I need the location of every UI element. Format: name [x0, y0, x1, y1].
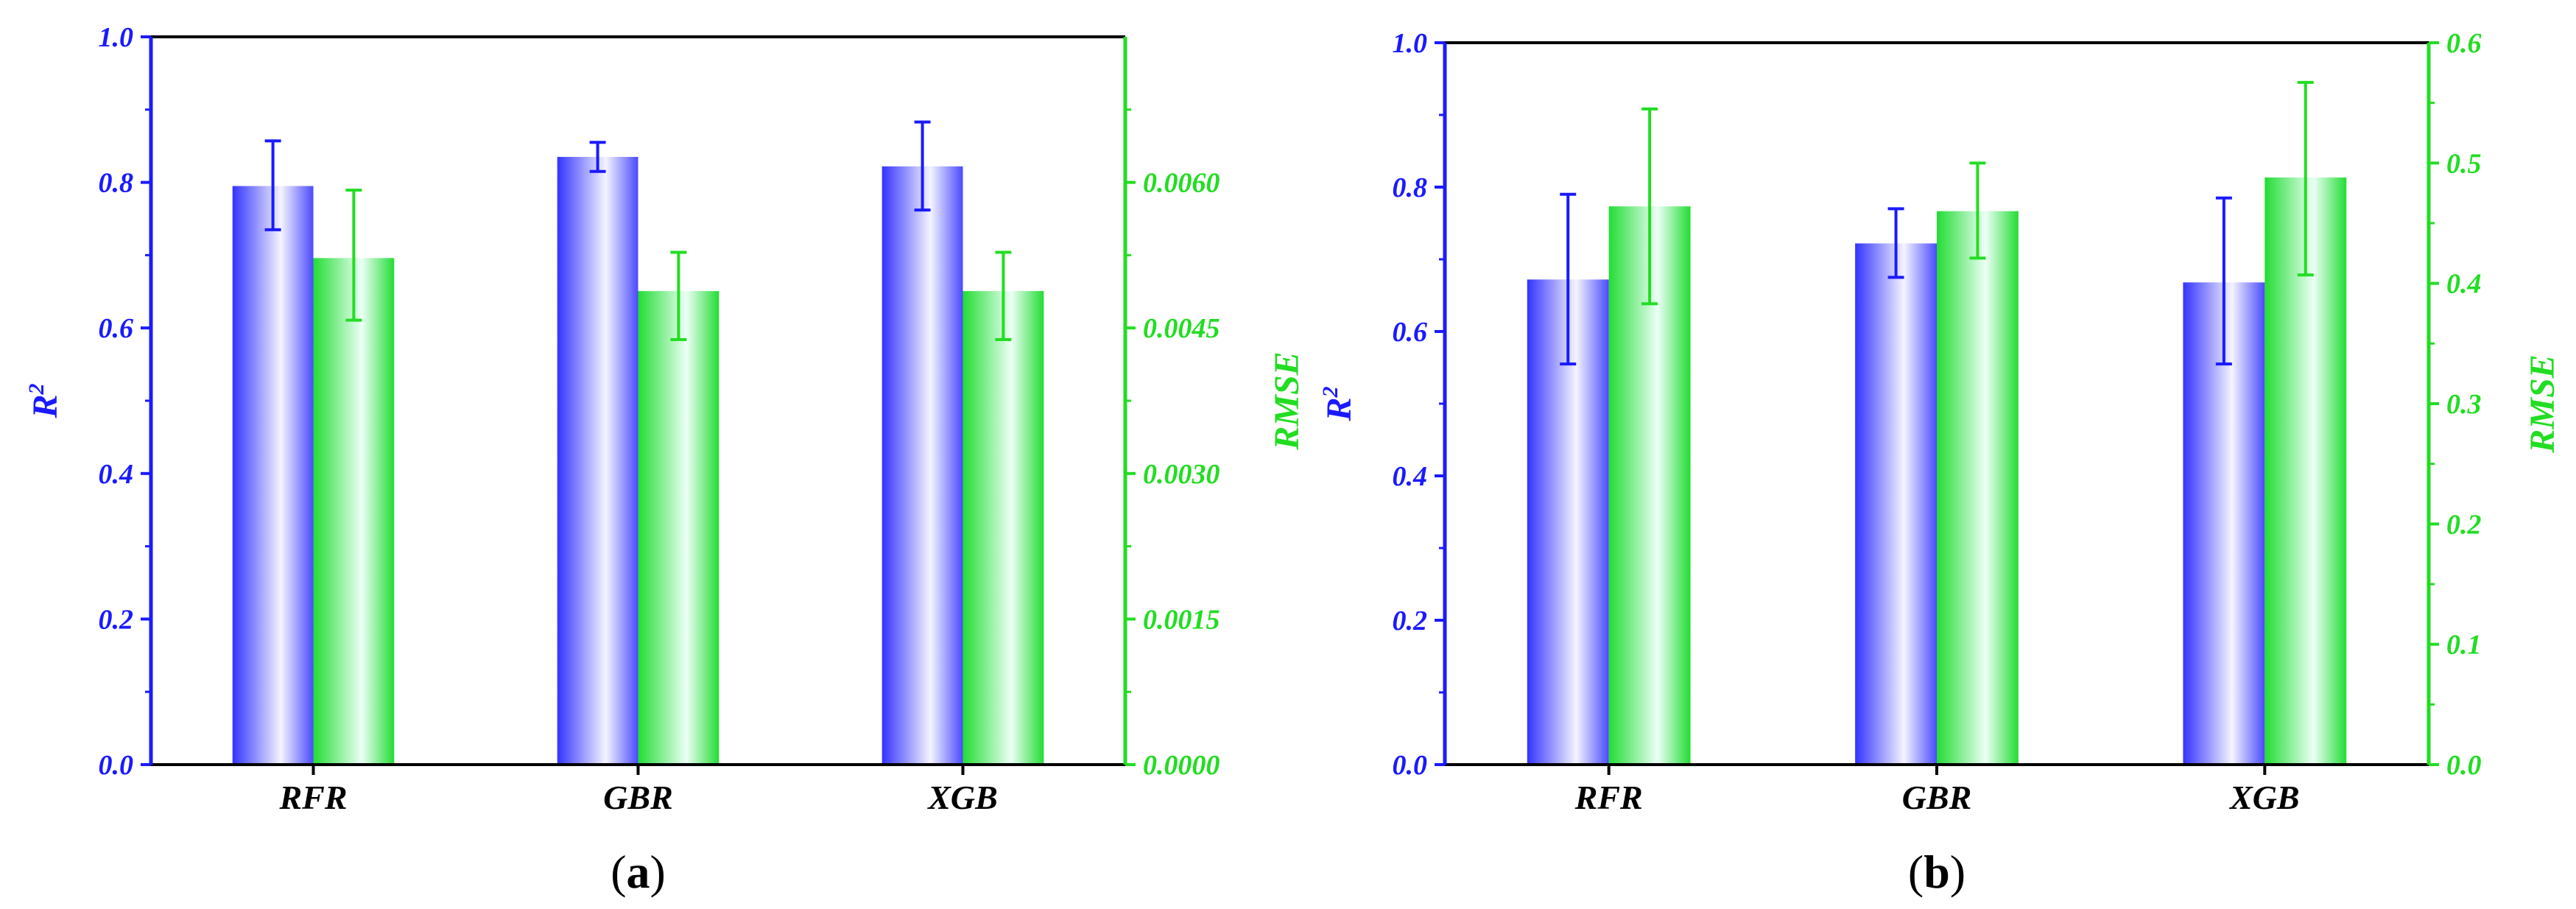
x-tick-label: RFR	[1574, 779, 1643, 816]
x-tick-label: XGB	[926, 779, 998, 816]
rmse-bar-gbr	[1937, 211, 2019, 765]
x-tick-label: GBR	[603, 779, 673, 816]
panel-label-prefix: (	[610, 846, 626, 898]
panel-label-suffix: )	[1950, 846, 1966, 898]
left-axis-tick-label: 0.8	[1393, 172, 1428, 203]
right-axis-tick-label: 0.3	[2446, 389, 2482, 420]
left-axis-label: R2	[1318, 386, 1359, 421]
left-axis-tick-label: 0.6	[99, 313, 134, 344]
right-axis-tick-label: 0.4	[2446, 269, 2482, 300]
left-axis-tick-label: 0.0	[1393, 750, 1428, 781]
panel-label-letter: a	[627, 846, 650, 898]
left-axis-label-superscript: 2	[24, 383, 49, 395]
left-axis-tick-label: 0.2	[99, 604, 134, 635]
left-axis-tick-label: 0.2	[1393, 606, 1428, 636]
left-axis-label: R2	[24, 383, 65, 418]
left-axis-tick-label: 0.6	[1393, 317, 1428, 348]
right-axis-label: RMSE	[2523, 354, 2562, 453]
right-axis-tick-label: 0.0	[2446, 750, 2482, 781]
left-axis-tick-label: 1.0	[99, 22, 134, 53]
left-axis-label-main: R	[1320, 397, 1359, 421]
right-axis-tick-label: 0.1	[2446, 630, 2482, 661]
left-axis-tick-label: 0.4	[99, 459, 134, 490]
right-axis-tick-label: 0.0000	[1143, 750, 1220, 781]
panel-label-letter: b	[1924, 846, 1950, 898]
right-axis-tick-label: 0.0015	[1143, 604, 1220, 635]
panel-label: (a)	[610, 846, 666, 898]
right-axis-tick-label: 0.0030	[1143, 459, 1220, 490]
right-axis-label: RMSE	[1267, 351, 1306, 450]
left-axis-tick-label: 0.8	[99, 168, 134, 199]
left-axis-label-superscript: 2	[1318, 386, 1342, 398]
r2-bar-gbr	[1855, 243, 1937, 765]
chart-panel-b: RFR GBR XGB 0.0 0.2 0.4 0.6 0.8 1.0 0.0 0.1 0.2 0.3 0…	[1318, 28, 2562, 898]
right-axis-tick-label: 0.0060	[1143, 168, 1220, 199]
right-axis-tick-label: 0.5	[2446, 148, 2482, 179]
left-axis-tick-label: 0.0	[99, 750, 134, 781]
left-axis-tick-label: 0.4	[1393, 461, 1428, 492]
rmse-bar-gbr	[638, 291, 719, 765]
r2-bar-xgb	[881, 166, 963, 765]
x-tick-label: XGB	[2228, 779, 2300, 816]
left-axis-tick-label: 1.0	[1393, 28, 1428, 59]
chart-panel-a: RFR GBR XGB 0.0 0.2 0.4 0.6 0.8 1.0 0.0000 0.0015 0…	[24, 22, 1306, 898]
r2-bar-rfr	[232, 186, 314, 765]
right-axis-tick-label: 0.6	[2446, 28, 2482, 59]
panel-label: (b)	[1908, 846, 1966, 898]
right-axis-tick-label: 0.0045	[1143, 313, 1220, 344]
x-tick-label: RFR	[278, 779, 347, 816]
rmse-bar-xgb	[963, 291, 1044, 765]
right-axis-tick-label: 0.2	[2446, 509, 2482, 540]
r2-bar-gbr	[557, 157, 638, 765]
rmse-bar-rfr	[313, 258, 395, 765]
panel-label-suffix: )	[650, 846, 666, 898]
panel-label-prefix: (	[1908, 846, 1924, 898]
left-axis-label-main: R	[26, 394, 65, 418]
x-tick-label: GBR	[1902, 779, 1972, 816]
